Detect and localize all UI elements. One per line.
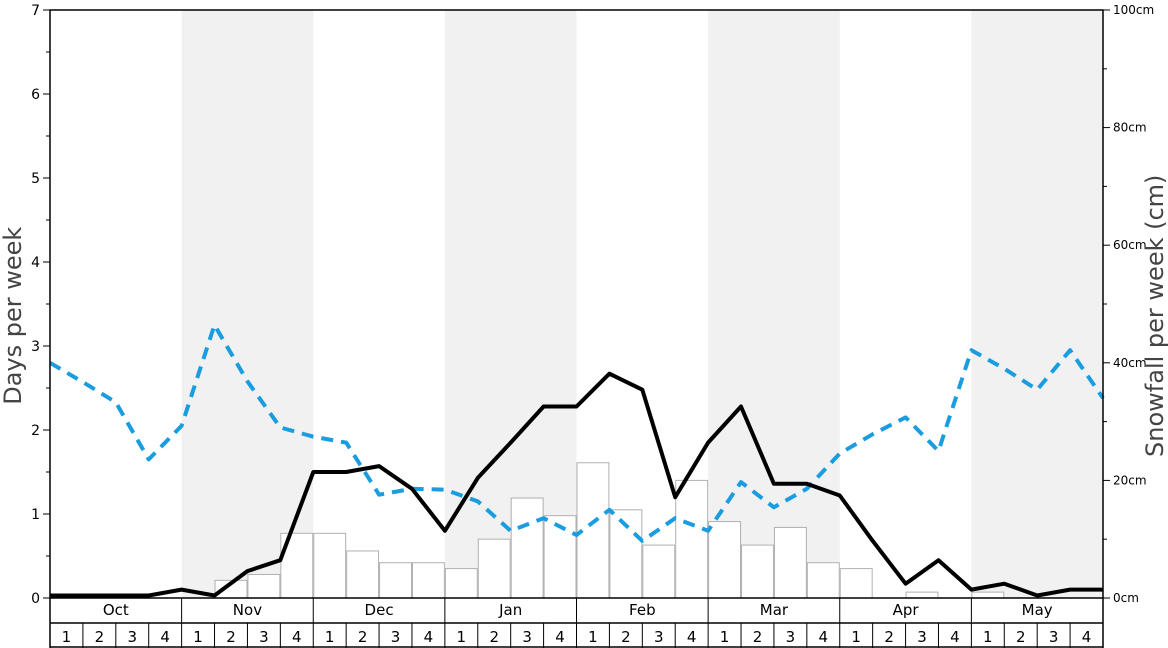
week-label: 2 [226, 628, 236, 646]
week-label: 4 [819, 628, 829, 646]
month-label: Feb [629, 601, 656, 619]
snowfall-bar [444, 568, 478, 599]
dashed-series-line [48, 323, 1105, 543]
month-shading [181, 10, 1103, 598]
snowfall-bar [675, 479, 709, 599]
week-label: 4 [424, 628, 434, 646]
month-label: Jan [498, 601, 522, 619]
week-label: 4 [160, 628, 170, 646]
left-tick-label: 2 [31, 423, 40, 439]
week-label: 4 [555, 628, 565, 646]
month-label: May [1022, 601, 1053, 619]
left-axis: 0 1 2 3 4 5 6 7 [31, 3, 50, 607]
left-tick-label: 4 [31, 255, 40, 271]
day-lines [48, 323, 1105, 598]
snowfall-bar [477, 538, 511, 599]
right-tick-label: 80cm [1113, 121, 1147, 135]
snowfall-bar [905, 591, 939, 599]
week-label: 2 [884, 628, 894, 646]
x-axis: Oct 1 2 3 4 Nov 1 2 3 4 Dec 1 2 3 4 Jan 1 2 3 4 Feb 1 2 3 4 Mar 1 2… [49, 598, 1104, 648]
week-label: 1 [851, 628, 861, 646]
snowfall-bar [741, 544, 774, 599]
snowfall-bars [214, 462, 1005, 599]
week-label: 2 [621, 628, 631, 646]
snowfall-bar [708, 521, 742, 599]
left-tick-label: 0 [31, 591, 40, 607]
week-label: 1 [588, 628, 598, 646]
right-tick-label: 20cm [1113, 473, 1147, 487]
week-label: 3 [522, 628, 532, 646]
week-label: 2 [95, 628, 105, 646]
month-label: Nov [233, 601, 262, 619]
right-tick-label: 40cm [1113, 356, 1147, 370]
week-label: 3 [654, 628, 664, 646]
snowfall-bar [971, 591, 1005, 599]
week-label: 4 [687, 628, 697, 646]
month-label: Mar [760, 601, 789, 619]
week-label: 1 [720, 628, 730, 646]
snowfall-bar [346, 550, 380, 599]
week-label: 2 [489, 628, 499, 646]
week-label: 3 [786, 628, 796, 646]
left-tick-label: 5 [31, 171, 40, 187]
week-label: 4 [292, 628, 302, 646]
snowfall-bar [642, 544, 676, 599]
month-label: Apr [893, 601, 920, 619]
snowfall-bar [510, 497, 544, 599]
shade-may [971, 10, 1103, 598]
week-label: 3 [391, 628, 401, 646]
snowfall-bar [247, 573, 281, 599]
week-label: 2 [358, 628, 368, 646]
snowfall-bar [806, 562, 840, 599]
solid-series-line [50, 371, 1103, 598]
week-label: 2 [753, 628, 763, 646]
snowfall-bar [839, 568, 873, 599]
snowfall-bar [379, 562, 412, 599]
shade-nov [181, 10, 314, 598]
week-label: 3 [917, 628, 927, 646]
week-label: 1 [62, 628, 72, 646]
week-label: 1 [983, 628, 993, 646]
week-label: 1 [457, 628, 467, 646]
snowfall-bar [411, 562, 445, 599]
week-label: 1 [193, 628, 203, 646]
week-label: 1 [325, 628, 335, 646]
left-tick-label: 1 [31, 507, 40, 523]
week-label: 4 [950, 628, 960, 646]
right-tick-label: 0cm [1113, 591, 1139, 605]
snowfall-bar [543, 515, 577, 599]
week-label: 3 [259, 628, 269, 646]
snowfall-bar [313, 532, 347, 599]
right-tick-label: 100cm [1113, 3, 1154, 17]
right-tick-label: 60cm [1113, 238, 1147, 252]
shade-mar [708, 10, 840, 598]
month-label: Oct [103, 601, 129, 619]
week-label: 3 [1049, 628, 1059, 646]
left-tick-label: 6 [31, 87, 40, 103]
y-axis-label-right: Snowfall per week (cm) [1141, 175, 1168, 457]
week-label: 3 [127, 628, 137, 646]
y-axis-label-left: Days per week [0, 227, 27, 405]
snowfall-bar [773, 526, 807, 599]
right-axis: 0cm 20cm 40cm 60cm 80cm 100cm [1103, 3, 1154, 605]
left-tick-label: 3 [31, 339, 40, 355]
left-tick-label: 7 [31, 3, 40, 19]
week-label: 4 [1082, 628, 1092, 646]
week-label: 2 [1016, 628, 1026, 646]
month-label: Dec [365, 601, 394, 619]
